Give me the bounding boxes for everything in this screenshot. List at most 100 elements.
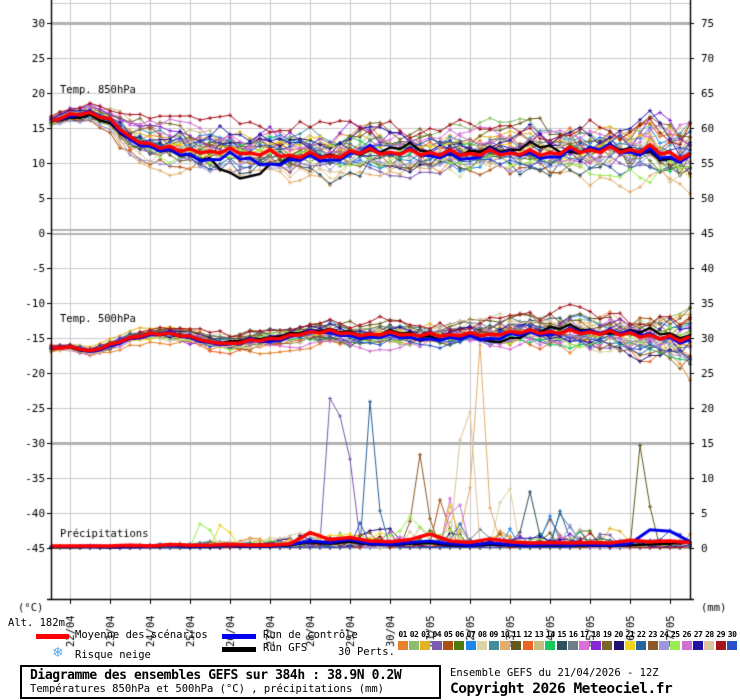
perturbation-number: 24 [659, 630, 669, 639]
legend-mean-label: Moyenne des scénarios [75, 629, 208, 641]
perturbation-number: 29 [716, 630, 726, 639]
perturbation-cell: 12 [522, 630, 533, 650]
perturbation-cell: 13 [533, 630, 544, 650]
perturbation-color-swatch [431, 641, 442, 650]
perturbation-number: 28 [705, 630, 714, 639]
legend-gfs-label: Run GFS [263, 642, 308, 654]
perturbation-number: 01 [398, 630, 407, 639]
perturbation-cell: 09 [488, 630, 499, 650]
perturbation-color-swatch [704, 641, 715, 650]
perturbation-number: 25 [670, 630, 680, 639]
perturbation-cell: 29 [715, 630, 726, 650]
perturbation-color-swatch [624, 641, 635, 650]
perturbation-number: 15 [557, 630, 567, 639]
perturbation-color-swatch [670, 641, 681, 650]
altitude-label: Alt. 182m [8, 617, 65, 629]
perturbation-cell: 20 [613, 630, 624, 650]
perturbation-cell: 21 [624, 630, 635, 650]
copyright-label: Copyright 2026 Meteociel.fr [450, 681, 673, 697]
perturbation-number: 13 [534, 630, 544, 639]
diagram-subtitle: Températures 850hPa et 500hPa (°C) , pré… [30, 683, 385, 695]
perturbation-cell: 26 [681, 630, 692, 650]
perturbation-color-swatch [522, 641, 533, 650]
perturbation-color-swatch [715, 641, 726, 650]
perturbation-cell: 22 [636, 630, 647, 650]
perturbation-number: 09 [489, 630, 498, 639]
perturbation-cell: 30 [726, 630, 738, 650]
perturbation-number: 26 [682, 630, 691, 639]
gfs-line-swatch [222, 647, 256, 652]
perturbation-number: 20 [614, 630, 623, 639]
perturbation-cell: 14 [545, 630, 556, 650]
perturbation-cell: 16 [567, 630, 579, 650]
perturbation-cell: 15 [556, 630, 567, 650]
perturbation-cell: 08 [477, 630, 488, 650]
mean-line-swatch [36, 634, 69, 639]
perturbation-color-swatch [499, 641, 510, 650]
perturbation-color-swatch [693, 641, 704, 650]
perturbation-number: 27 [693, 630, 703, 639]
perturbation-number: 11 [511, 630, 521, 639]
perturbation-cell: 02 [408, 630, 420, 650]
perturbation-number: 06 [455, 630, 464, 639]
perturbation-color-swatch [477, 641, 488, 650]
perturbation-color-swatch [488, 641, 499, 650]
perturbation-cell: 18 [590, 630, 601, 650]
perturbation-color-swatch [465, 641, 476, 650]
perturbation-color-swatch [420, 641, 431, 650]
perturbation-color-swatch [568, 641, 579, 650]
perturbation-color-swatch [590, 641, 601, 650]
perturbation-cell: 24 [658, 630, 669, 650]
perturbation-cell: 19 [601, 630, 613, 650]
perturbation-color-swatch [613, 641, 624, 650]
perturbation-color-swatch [681, 641, 692, 650]
perturbation-cell: 05 [442, 630, 454, 650]
perturbation-number: 12 [523, 630, 532, 639]
perturbation-cell: 17 [579, 630, 590, 650]
perturbation-strip: 01 02 03 04 05 06 07 08 09 10 11 12 13 14 15 16 17 18 19 20… [397, 630, 738, 650]
diagram-info-box: Diagramme des ensembles GEFS sur 384h : … [20, 665, 441, 699]
perturbation-cell: 11 [511, 630, 522, 650]
diagram-title: Diagramme des ensembles GEFS sur 384h : … [30, 668, 402, 683]
perturbation-cell: 06 [454, 630, 465, 650]
perturbation-number: 23 [648, 630, 657, 639]
perturbation-color-swatch [454, 641, 465, 650]
perturbation-number: 19 [602, 630, 612, 639]
perturbation-number: 14 [546, 630, 555, 639]
perturbation-color-swatch [602, 641, 613, 650]
perturbation-cell: 01 [397, 630, 408, 650]
snow-risk-label: Risque neige [75, 649, 151, 661]
perturbation-cell: 07 [465, 630, 476, 650]
perturbation-color-swatch [409, 641, 420, 650]
perturbation-number: 21 [625, 630, 635, 639]
perturbation-cell: 03 [420, 630, 431, 650]
control-line-swatch [222, 634, 256, 639]
perturbation-cell: 04 [431, 630, 442, 650]
perturbation-color-swatch [647, 641, 658, 650]
perturbation-number: 08 [477, 630, 487, 639]
perturbation-number: 05 [443, 630, 453, 639]
perturbation-color-swatch [556, 641, 567, 650]
perturbation-number: 04 [432, 630, 442, 639]
perturbation-cell: 23 [647, 630, 658, 650]
perturbation-number: 18 [591, 630, 601, 639]
perturbation-cell: 10 [499, 630, 510, 650]
perturbation-color-swatch [545, 641, 556, 650]
perturbation-cell: 25 [670, 630, 681, 650]
perturbation-number: 02 [409, 630, 419, 639]
run-info-label: Ensemble GEFS du 21/04/2026 - 12Z [450, 667, 659, 679]
perturbation-cell: 28 [704, 630, 715, 650]
perturbation-color-swatch [397, 641, 408, 650]
perturbation-number: 03 [421, 630, 430, 639]
perturbation-number: 10 [500, 630, 510, 639]
perturbation-color-swatch [443, 641, 454, 650]
perturbation-color-swatch [727, 641, 738, 650]
perturbation-number: 17 [580, 630, 589, 639]
legend-control-label: Run de contrôle [263, 629, 358, 641]
perturbations-count-label: 30 Perts. [338, 646, 395, 658]
perturbation-cell: 27 [692, 630, 704, 650]
perturbation-color-swatch [533, 641, 544, 650]
perturbation-number: 16 [568, 630, 578, 639]
